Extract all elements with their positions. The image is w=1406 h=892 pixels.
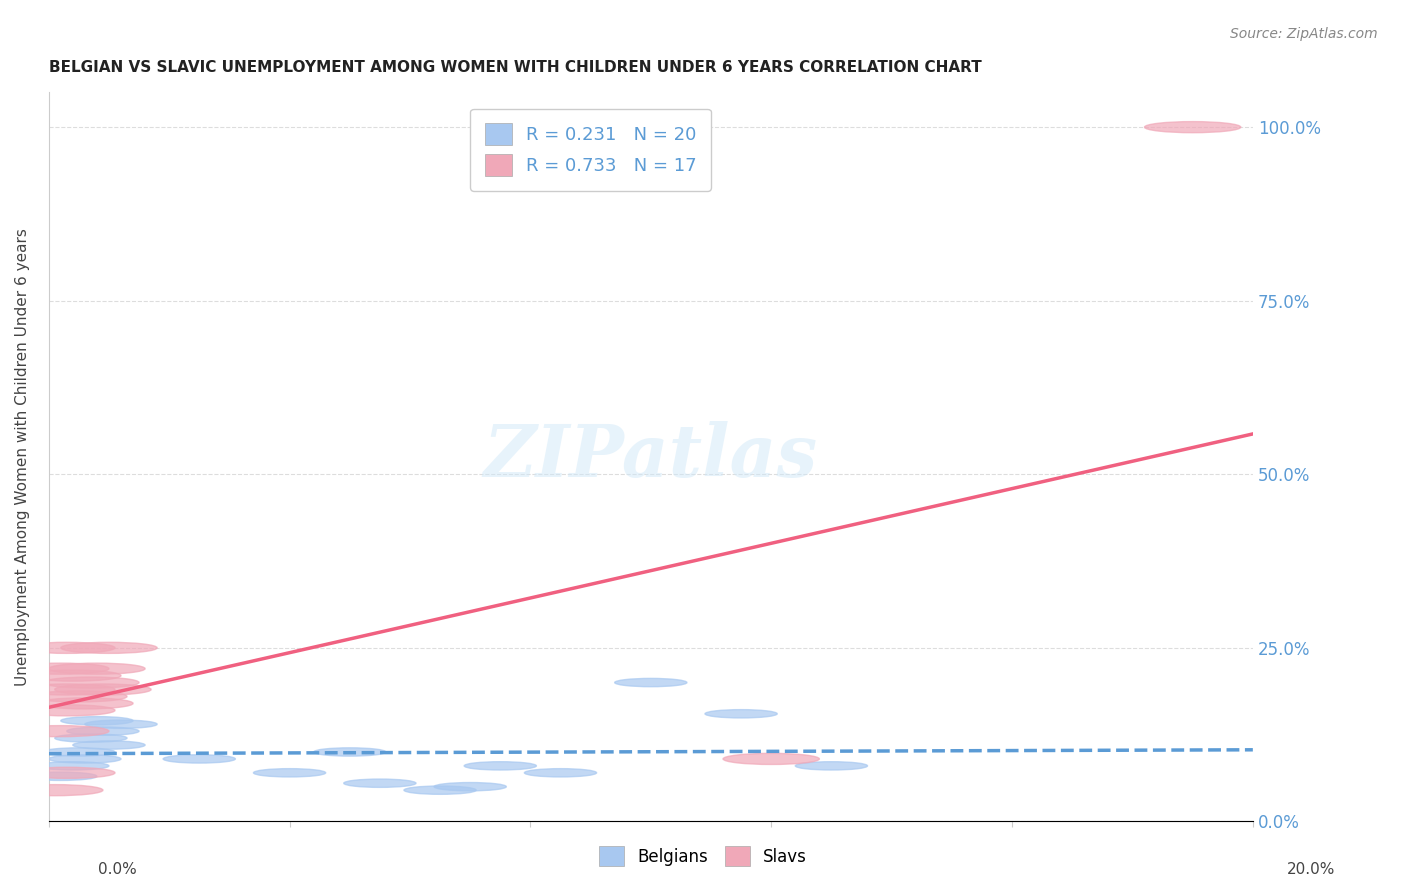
Circle shape	[704, 710, 778, 718]
Circle shape	[163, 755, 235, 763]
Circle shape	[55, 734, 127, 742]
Text: Source: ZipAtlas.com: Source: ZipAtlas.com	[1230, 27, 1378, 41]
Text: 20.0%: 20.0%	[1288, 863, 1336, 877]
Circle shape	[37, 762, 108, 770]
Circle shape	[524, 769, 596, 777]
Circle shape	[84, 720, 157, 729]
Circle shape	[18, 642, 115, 654]
Circle shape	[49, 663, 145, 674]
Circle shape	[614, 679, 688, 687]
Circle shape	[404, 786, 477, 794]
Circle shape	[42, 677, 139, 688]
Circle shape	[25, 772, 97, 780]
Text: ZIPatlas: ZIPatlas	[484, 421, 818, 492]
Circle shape	[253, 769, 326, 777]
Circle shape	[723, 754, 820, 764]
Y-axis label: Unemployment Among Women with Children Under 6 years: Unemployment Among Women with Children U…	[15, 228, 30, 686]
Circle shape	[73, 741, 145, 749]
Circle shape	[343, 779, 416, 788]
Circle shape	[7, 785, 103, 796]
Circle shape	[49, 755, 121, 763]
Circle shape	[18, 767, 115, 779]
Circle shape	[18, 705, 115, 716]
Text: BELGIAN VS SLAVIC UNEMPLOYMENT AMONG WOMEN WITH CHILDREN UNDER 6 YEARS CORRELATI: BELGIAN VS SLAVIC UNEMPLOYMENT AMONG WOM…	[49, 60, 981, 75]
Circle shape	[434, 782, 506, 791]
Legend: R = 0.231   N = 20, R = 0.733   N = 17: R = 0.231 N = 20, R = 0.733 N = 17	[470, 109, 711, 191]
Circle shape	[796, 762, 868, 770]
Circle shape	[25, 670, 121, 681]
Circle shape	[60, 642, 157, 654]
Text: 0.0%: 0.0%	[98, 863, 138, 877]
Circle shape	[314, 747, 385, 756]
Circle shape	[37, 698, 134, 709]
Circle shape	[31, 691, 127, 702]
Circle shape	[60, 716, 134, 725]
Circle shape	[18, 684, 115, 695]
Circle shape	[55, 684, 150, 695]
Circle shape	[13, 663, 108, 674]
Circle shape	[1144, 121, 1241, 133]
Legend: Belgians, Slavs: Belgians, Slavs	[591, 838, 815, 875]
Circle shape	[13, 725, 108, 737]
Circle shape	[42, 747, 115, 756]
Circle shape	[67, 727, 139, 735]
Circle shape	[464, 762, 537, 770]
